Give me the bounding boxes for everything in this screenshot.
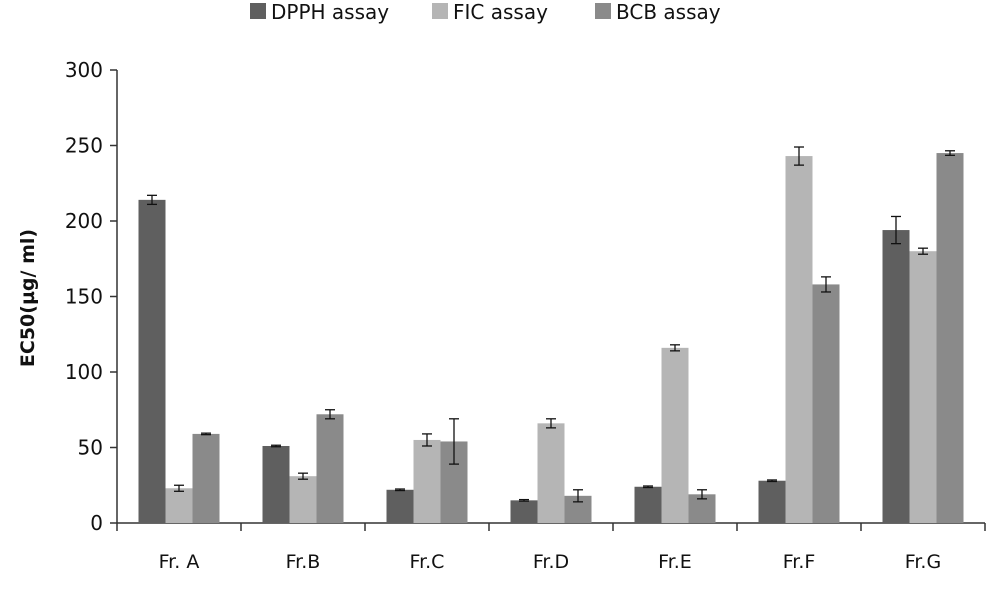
- legend-label: BCB assay: [616, 0, 721, 24]
- y-tick-label: 300: [65, 58, 103, 82]
- legend-item: DPPH assay: [250, 0, 389, 24]
- error-bar: [201, 432, 211, 436]
- error-bar: [519, 498, 529, 502]
- error-bar: [271, 444, 281, 448]
- y-tick-label: 50: [78, 436, 103, 460]
- error-bar: [945, 150, 955, 156]
- x-axis: Fr. A Fr.B Fr.C Fr.D Fr.E Fr.F Fr.G: [116, 522, 986, 573]
- x-tick-label: Fr.C: [410, 551, 445, 573]
- error-bar: [298, 472, 308, 480]
- bar: [289, 476, 317, 523]
- bar: [510, 500, 538, 523]
- y-tick-label: 150: [65, 285, 103, 309]
- legend-item: FIC assay: [432, 0, 548, 24]
- error-bar: [821, 276, 831, 293]
- y-tick-label: 0: [90, 511, 103, 535]
- y-axis: 0 50 100 150 200 250 300: [65, 58, 118, 535]
- bar: [537, 423, 565, 523]
- error-bar: [794, 146, 804, 166]
- error-bar: [573, 489, 583, 503]
- error-bar: [147, 194, 157, 206]
- bar: [882, 230, 910, 523]
- bar: [413, 439, 441, 523]
- x-tick-label: Fr.G: [905, 551, 941, 573]
- bar: [138, 199, 166, 524]
- error-bar: [918, 247, 928, 255]
- bar: [909, 251, 937, 523]
- bar: [386, 489, 414, 523]
- error-bar: [767, 479, 777, 483]
- legend-label: FIC assay: [453, 0, 548, 24]
- error-bar: [546, 418, 556, 429]
- legend-swatch: [595, 3, 611, 19]
- legend-label: DPPH assay: [271, 0, 389, 24]
- legend-swatch: [250, 3, 266, 19]
- x-tick-label: Fr.E: [658, 551, 692, 573]
- bar: [262, 445, 290, 523]
- bar: [812, 284, 840, 523]
- error-bar: [891, 215, 901, 245]
- legend: DPPH assay FIC assay BCB assay: [250, 0, 721, 24]
- x-tick-label: Fr.D: [533, 551, 569, 573]
- error-bar: [643, 485, 653, 489]
- bar: [316, 414, 344, 523]
- bar: [785, 156, 813, 523]
- legend-item: BCB assay: [595, 0, 721, 24]
- error-bars: [147, 146, 955, 503]
- x-tick-label: Fr.F: [783, 551, 816, 573]
- bar: [661, 347, 689, 523]
- x-tick-label: Fr.B: [286, 551, 321, 573]
- y-tick-label: 250: [65, 134, 103, 158]
- y-axis-title: EC50(µg/ ml): [17, 229, 39, 367]
- legend-swatch: [432, 3, 448, 19]
- bars: [138, 153, 964, 524]
- error-bar: [697, 489, 707, 500]
- y-tick-label: 200: [65, 209, 103, 233]
- bar: [758, 480, 786, 523]
- y-tick-label: 100: [65, 360, 103, 384]
- error-bar: [325, 409, 335, 420]
- error-bar: [449, 418, 459, 465]
- bar: [192, 433, 220, 523]
- error-bar: [422, 433, 432, 447]
- bar: [165, 488, 193, 523]
- bar: [936, 153, 964, 524]
- x-tick-label: Fr. A: [159, 551, 200, 573]
- error-bar: [174, 484, 184, 492]
- bar: [634, 486, 662, 523]
- error-bar: [395, 488, 405, 492]
- error-bar: [670, 344, 680, 352]
